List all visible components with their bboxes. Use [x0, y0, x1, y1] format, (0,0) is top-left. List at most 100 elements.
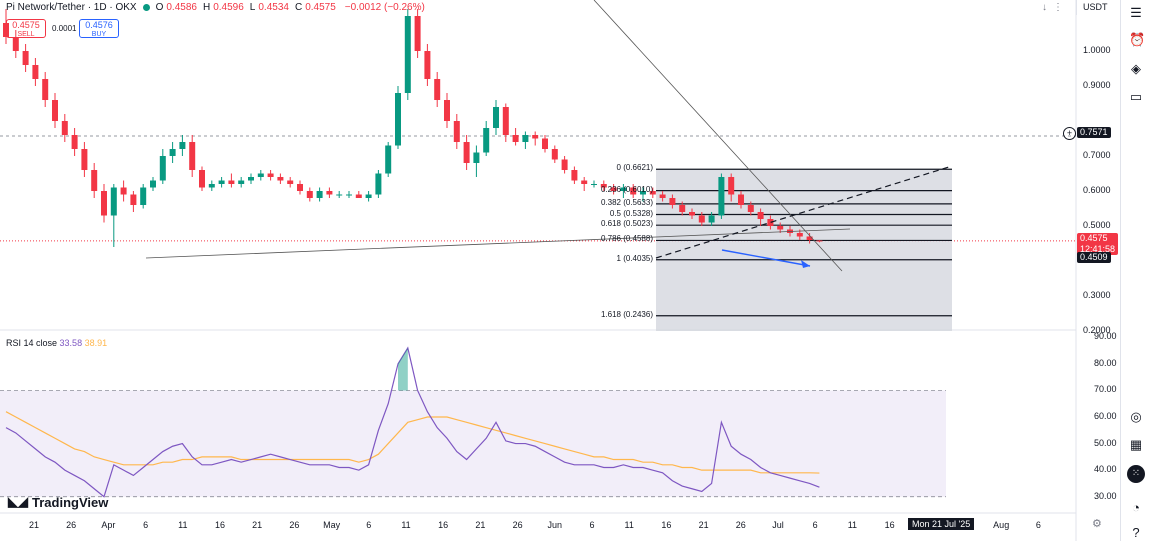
candle	[718, 173, 725, 219]
symbol-title[interactable]: Pi Network/Tether · 1D · OKX	[6, 2, 137, 13]
time-tick-label: 26	[735, 520, 746, 530]
candle	[669, 194, 676, 209]
candle	[747, 201, 754, 216]
price-tick-label: 0.7000	[1083, 150, 1111, 160]
candle-body	[287, 180, 294, 184]
price-tick-label: 0.6000	[1083, 185, 1111, 195]
ohlc-item: H 0.4596	[203, 2, 247, 13]
candle	[297, 180, 303, 195]
candle-body	[640, 191, 646, 195]
candle-body	[22, 51, 29, 65]
candle-body	[542, 138, 548, 149]
candle	[698, 212, 705, 226]
candle-body	[610, 187, 617, 191]
time-tick-label: 16	[438, 520, 449, 530]
plus-icon[interactable]: +	[1063, 127, 1076, 140]
more-icon[interactable]: ⋮	[1053, 2, 1069, 13]
rsi-tick-label: 60.00	[1094, 411, 1117, 421]
help-icon[interactable]: ?	[1132, 525, 1140, 540]
candle-body	[71, 135, 78, 149]
candle	[542, 135, 548, 153]
time-tick-label: 11	[624, 520, 634, 530]
candle-body	[110, 187, 117, 216]
time-tick-label: 6	[1035, 520, 1041, 530]
settings-gear-icon[interactable]: ⚙	[1092, 518, 1102, 530]
time-tick-label: Jul	[772, 520, 784, 530]
candle-body	[385, 145, 392, 174]
candle-body	[434, 79, 441, 100]
candle-body	[728, 177, 735, 195]
time-tick-label: 16	[884, 520, 895, 530]
candle	[610, 184, 617, 195]
arrow-down-icon[interactable]: ↓	[1042, 2, 1053, 13]
candle-body	[816, 240, 823, 242]
time-tick-label: 21	[28, 520, 40, 530]
rsi-legend: RSI 14 close 33.58 38.91	[6, 338, 107, 348]
ohlc-item: C 0.4575	[295, 2, 339, 13]
candle-body	[561, 159, 568, 170]
candle	[287, 177, 294, 188]
candle-body	[502, 107, 509, 135]
buy-button[interactable]: 0.4576 BUY	[79, 19, 119, 38]
candle-body	[483, 128, 490, 153]
candle-body	[679, 205, 686, 212]
apps-icon[interactable]: ⁙	[1127, 465, 1145, 483]
candle	[22, 44, 29, 72]
price-tick-label: 0.3000	[1083, 290, 1111, 300]
chat-icon[interactable]: ▭	[1129, 89, 1143, 104]
time-tick-label: Aug	[993, 520, 1010, 530]
candle	[179, 135, 186, 156]
candle	[61, 114, 68, 142]
candle	[71, 128, 78, 156]
ohlc-item: L 0.4534	[250, 2, 292, 13]
fib-level-label: 0.236 (0.6010)	[600, 184, 653, 194]
candle-body	[297, 184, 303, 191]
ohlc-values: O 0.4586 H 0.4596 L 0.4534 C 0.4575 −0.0012 (−0.…	[156, 2, 431, 13]
candle	[32, 58, 39, 86]
candle	[561, 156, 568, 174]
candle	[110, 184, 117, 247]
candle	[277, 173, 284, 184]
alert-clock-icon[interactable]: ⏰	[1129, 32, 1146, 47]
ohlc-item: −0.0012 (−0.26%)	[342, 2, 428, 13]
candle	[738, 191, 744, 209]
sell-button[interactable]: 0.4575 SELL	[6, 19, 46, 38]
currency-select[interactable]: USDT	[1076, 0, 1123, 15]
candle-body	[649, 191, 656, 195]
time-tick-label: May	[323, 520, 341, 530]
time-tick-label: 26	[512, 520, 523, 530]
candle	[424, 44, 431, 86]
time-tick-label: 6	[812, 520, 818, 530]
calendar-icon[interactable]: ▦	[1129, 437, 1143, 452]
ohlc-item: O 0.4586	[156, 2, 200, 13]
layers-icon[interactable]: ◈	[1131, 61, 1141, 76]
candle-body	[355, 194, 362, 198]
candle-body	[238, 180, 245, 184]
rsi-ma-line	[5, 411, 820, 474]
candle-body	[806, 236, 813, 240]
candle-body	[571, 170, 578, 181]
candle-body	[81, 149, 88, 170]
chart-header: Pi Network/Tether · 1D · OKX O 0.4586 H 0.4…	[6, 2, 431, 13]
candle	[42, 72, 49, 107]
target-icon[interactable]: ◎	[1130, 409, 1142, 424]
rsi-tick-label: 90.00	[1094, 331, 1117, 342]
candle-body	[306, 191, 313, 198]
pane-controls[interactable]: ↓⋮	[1042, 2, 1069, 13]
broadcast-icon[interactable]: ◔	[1132, 500, 1140, 515]
market-status-dot	[142, 4, 150, 11]
candle	[816, 240, 823, 243]
rsi-title[interactable]: RSI 14 close	[6, 338, 58, 348]
candle-body	[581, 180, 588, 184]
candle-body	[453, 121, 460, 142]
fib-level-label: 0.786 (0.4588)	[600, 234, 653, 244]
tradingview-logo[interactable]: ◣◢ TradingView	[8, 494, 108, 510]
watchlist-icon[interactable]: ☰	[1130, 5, 1142, 20]
candle	[395, 86, 401, 149]
ohlc-key: H	[202, 2, 211, 13]
candle	[551, 145, 558, 163]
fib-level-label: 0 (0.6621)	[616, 163, 653, 173]
fib-level-label: 0.5 (0.5328)	[609, 208, 653, 218]
candle	[169, 142, 176, 163]
